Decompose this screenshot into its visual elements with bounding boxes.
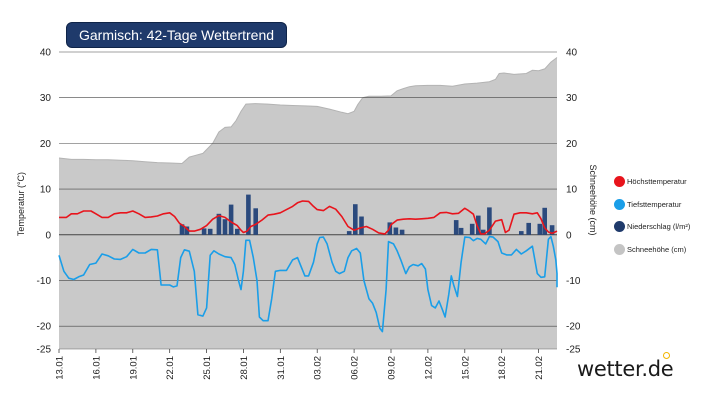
precip-bar bbox=[537, 223, 543, 235]
precip-bar bbox=[201, 228, 207, 235]
precip-bar bbox=[253, 208, 258, 235]
precip-bar bbox=[487, 207, 492, 235]
x-tick-label: 25.01 bbox=[202, 356, 213, 380]
x-tick-label: 19.01 bbox=[128, 356, 139, 380]
snow-depth-line bbox=[58, 57, 558, 165]
precip-bar bbox=[353, 204, 358, 235]
legend-label: Schneehöhe (cm) bbox=[627, 245, 687, 255]
y-tick-label-right: -20 bbox=[566, 322, 581, 333]
legend-marker bbox=[614, 198, 625, 210]
precip-bar bbox=[207, 228, 213, 235]
y-axis-label-right: Schneehöhe (cm) bbox=[588, 164, 598, 235]
precip-bar bbox=[519, 231, 524, 235]
precip-bar bbox=[469, 223, 475, 235]
brand-sun-icon bbox=[663, 352, 670, 359]
y-tick-label-right: 0 bbox=[566, 230, 572, 241]
precip-bar bbox=[542, 207, 547, 235]
y-tick-label-left: 0 bbox=[45, 230, 51, 241]
gridlines bbox=[59, 51, 557, 350]
snow-depth-area-layer bbox=[58, 57, 558, 349]
legend-item-snow-depth[interactable]: Schneehöhe (cm) bbox=[614, 243, 714, 266]
x-tick-label: 09.02 bbox=[387, 356, 398, 380]
x-tick-label: 15.02 bbox=[460, 356, 471, 380]
legend-item-precipitation[interactable]: Niederschlag (l/m²) bbox=[614, 220, 714, 243]
y-tick-label-right: -25 bbox=[566, 345, 581, 356]
x-tick-label: 31.01 bbox=[276, 356, 287, 380]
max-temp-line bbox=[59, 200, 558, 235]
precip-bar bbox=[526, 222, 531, 235]
precip-bar bbox=[476, 215, 481, 235]
y-tick-label-right: 10 bbox=[566, 185, 578, 196]
precip-bar bbox=[216, 213, 222, 235]
y-axis-right: 40 30 20 10 0 -10 -20 -25 bbox=[566, 48, 581, 356]
y-tick-label-right: -10 bbox=[566, 276, 581, 287]
legend-label: Tiefsttemperatur bbox=[627, 199, 682, 209]
y-axis-label-left: Temperatur (°C) bbox=[16, 172, 26, 236]
legend-marker bbox=[614, 244, 625, 256]
precip-bar bbox=[399, 229, 405, 235]
x-tick-label: 21.02 bbox=[534, 356, 545, 380]
y-tick-label-left: 20 bbox=[40, 139, 52, 150]
y-tick-label-right: 40 bbox=[566, 48, 578, 59]
x-tick-label: 06.02 bbox=[350, 356, 361, 380]
x-axis: 13.01 16.01 19.01 22.01 25.01 28.01 31.01 03.02… bbox=[55, 349, 545, 380]
legend-label: Niederschlag (l/m²) bbox=[627, 222, 691, 232]
x-tick-label: 22.01 bbox=[165, 356, 176, 380]
legend: Höchsttemperatur Tiefsttemperatur Nieder… bbox=[614, 175, 714, 266]
precip-bar bbox=[228, 204, 234, 235]
precip-bar bbox=[246, 194, 251, 235]
y-tick-label-left: 40 bbox=[40, 48, 52, 59]
y-axis-left: 40 30 20 10 0 -10 -20 -25 bbox=[37, 48, 52, 356]
precip-bar bbox=[393, 227, 399, 235]
precip-bar bbox=[346, 231, 352, 235]
x-tick-label: 28.01 bbox=[239, 356, 250, 380]
legend-marker bbox=[614, 176, 625, 187]
precip-bar bbox=[184, 226, 190, 235]
precip-bar bbox=[458, 227, 464, 235]
y-tick-label-left: -25 bbox=[37, 345, 52, 356]
y-tick-label-left: -10 bbox=[37, 276, 52, 287]
x-tick-label: 03.02 bbox=[313, 356, 324, 380]
y-tick-label-right: 20 bbox=[566, 139, 578, 150]
brand-logo[interactable]: wetter.de bbox=[577, 357, 674, 381]
precip-bar bbox=[359, 216, 364, 235]
precip-bar bbox=[453, 220, 459, 235]
precip-bar bbox=[235, 228, 240, 235]
x-tick-label: 13.01 bbox=[55, 356, 66, 380]
y-tick-label-right: 30 bbox=[566, 93, 578, 104]
x-tick-label: 12.02 bbox=[423, 356, 434, 380]
legend-item-min-temp[interactable]: Tiefsttemperatur bbox=[614, 198, 714, 221]
precip-bar bbox=[222, 219, 228, 235]
x-tick-label: 18.02 bbox=[497, 356, 508, 380]
precip-bar bbox=[179, 224, 185, 235]
x-tick-label: 16.01 bbox=[91, 356, 102, 380]
temperature-lines bbox=[58, 200, 558, 333]
y-tick-label-left: 30 bbox=[40, 93, 52, 104]
y-tick-label-left: -20 bbox=[37, 322, 52, 333]
min-temp-line bbox=[58, 235, 558, 333]
y-tick-label-left: 10 bbox=[40, 185, 52, 196]
legend-marker bbox=[614, 221, 625, 233]
chart-title: Garmisch: 42-Tage Wettertrend bbox=[66, 22, 288, 48]
snow-depth-area bbox=[59, 57, 557, 349]
legend-item-max-temp[interactable]: Höchsttemperatur bbox=[614, 175, 714, 198]
precip-bar bbox=[480, 229, 486, 235]
legend-label: Höchsttemperatur bbox=[627, 177, 687, 186]
precip-bar bbox=[549, 225, 555, 235]
